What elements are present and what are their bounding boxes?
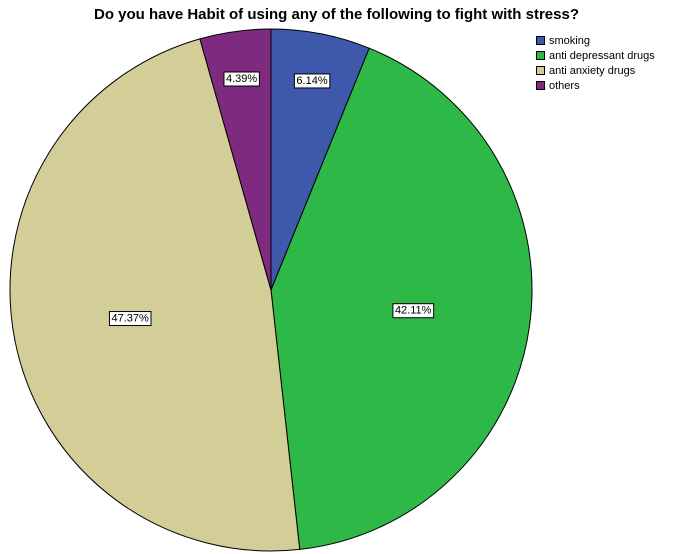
legend-item-others: others xyxy=(536,78,655,93)
pie-slices xyxy=(9,28,533,552)
legend-item-smoking: smoking xyxy=(536,33,655,48)
legend-swatch-others xyxy=(536,81,545,90)
slice-label-others: 4.39% xyxy=(223,71,260,87)
chart-title: Do you have Habit of using any of the fo… xyxy=(93,6,579,23)
legend-item-anti-depressant-drugs: anti depressant drugs xyxy=(536,48,655,63)
pie-slice-anti-anxiety-drugs xyxy=(9,38,301,552)
pie-slice-others xyxy=(199,28,272,291)
slice-label-box-others xyxy=(223,71,260,87)
legend-label-anti-anxiety-drugs: anti anxiety drugs xyxy=(549,64,636,77)
pie-slice-anti-depressant-drugs xyxy=(270,47,533,550)
slice-label-anti-depressant-drugs: 42.11% xyxy=(392,303,435,319)
legend-swatch-anti-anxiety-drugs xyxy=(536,66,545,75)
legend-item-anti-anxiety-drugs: anti anxiety drugs xyxy=(536,63,655,78)
legend-label-smoking: smoking xyxy=(549,34,590,47)
slice-label-text-anti-anxiety-drugs: 47.37% xyxy=(111,313,149,325)
legend: smoking anti depressant drugs anti anxie… xyxy=(536,33,655,93)
legend-label-anti-depressant-drugs: anti depressant drugs xyxy=(549,49,655,62)
slice-label-box-smoking xyxy=(293,73,331,89)
slice-label-anti-anxiety-drugs: 47.37% xyxy=(108,311,152,327)
slice-label-smoking: 6.14% xyxy=(293,73,331,89)
slice-label-text-anti-depressant-drugs: 42.11% xyxy=(395,305,432,317)
legend-label-others: others xyxy=(549,79,580,92)
slice-label-text-others: 4.39% xyxy=(226,73,257,85)
legend-swatch-anti-depressant-drugs xyxy=(536,51,545,60)
legend-swatch-smoking xyxy=(536,36,545,45)
slice-labels: 6.14% 42.11% 47.37% 4.39% xyxy=(108,71,435,327)
slice-label-box-anti-depressant-drugs xyxy=(392,303,435,319)
slice-label-text-smoking: 6.14% xyxy=(296,75,327,87)
slice-label-box-anti-anxiety-drugs xyxy=(108,311,152,327)
